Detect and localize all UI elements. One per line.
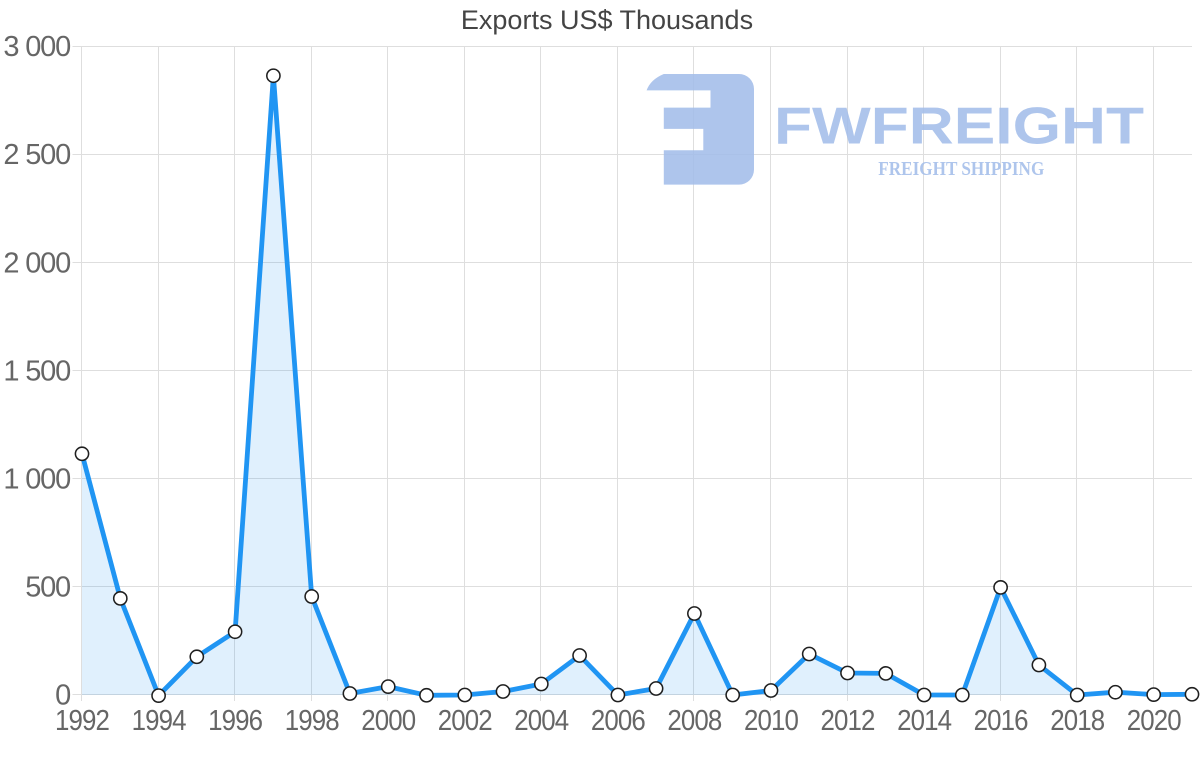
svg-text:1994: 1994 (132, 705, 187, 737)
svg-text:2010: 2010 (744, 705, 798, 737)
svg-text:2004: 2004 (514, 705, 569, 737)
svg-text:FWFREIGHT: FWFREIGHT (774, 98, 1144, 156)
svg-text:1 000: 1 000 (3, 463, 70, 495)
svg-text:1992: 1992 (55, 705, 109, 737)
svg-text:2018: 2018 (1050, 705, 1104, 737)
svg-text:1 500: 1 500 (3, 355, 70, 387)
svg-text:2014: 2014 (897, 705, 952, 737)
svg-text:2008: 2008 (667, 705, 721, 737)
svg-text:0: 0 (55, 680, 70, 712)
svg-text:500: 500 (25, 572, 70, 604)
svg-text:3 000: 3 000 (3, 31, 70, 63)
svg-text:2002: 2002 (438, 705, 492, 737)
svg-text:1996: 1996 (208, 705, 262, 737)
svg-text:2012: 2012 (821, 705, 875, 737)
svg-text:2020: 2020 (1127, 705, 1181, 737)
svg-text:1998: 1998 (285, 705, 339, 737)
svg-text:2006: 2006 (591, 705, 645, 737)
svg-text:2016: 2016 (974, 705, 1028, 737)
svg-text:Exports US$ Thousands: Exports US$ Thousands (461, 5, 753, 35)
svg-text:2 000: 2 000 (3, 247, 70, 279)
svg-text:FREIGHT SHIPPING: FREIGHT SHIPPING (878, 158, 1044, 180)
svg-text:2000: 2000 (361, 705, 415, 737)
svg-text:2 500: 2 500 (3, 139, 70, 171)
